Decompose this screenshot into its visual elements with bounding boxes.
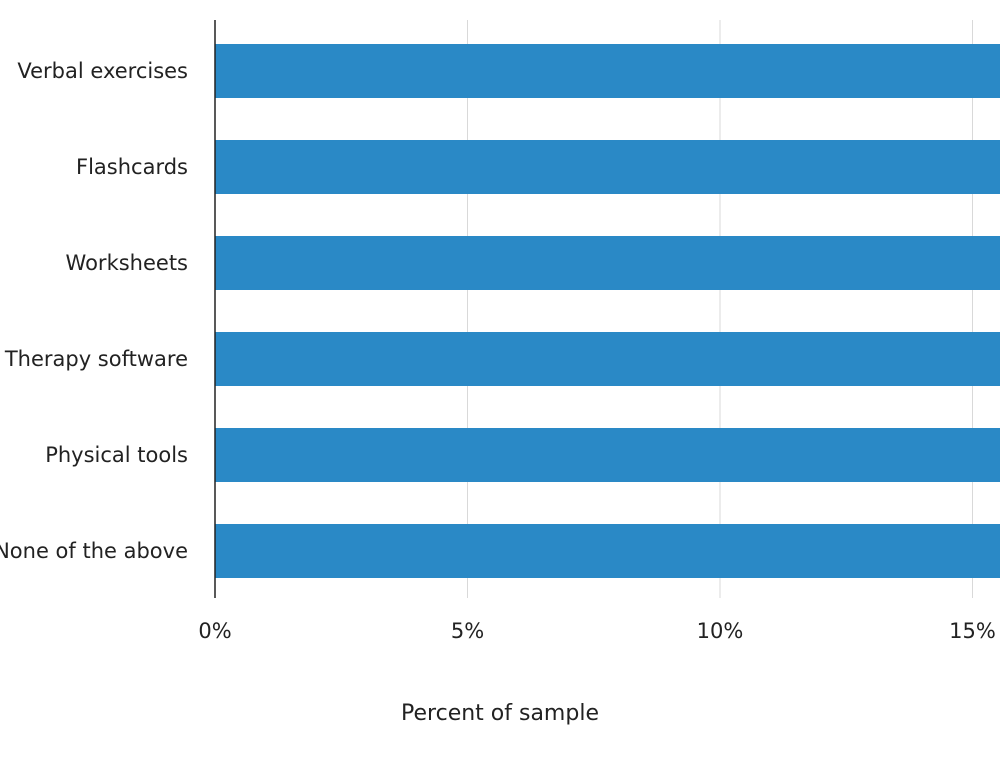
category-label: Flashcards: [76, 155, 188, 179]
bars: [215, 44, 1000, 578]
x-tick-label: 5%: [451, 619, 484, 643]
category-label: Physical tools: [45, 443, 188, 467]
bar: [215, 524, 1000, 578]
bar: [215, 44, 1000, 98]
gridlines: [467, 20, 973, 598]
category-labels: Verbal exercises Flashcards Worksheets Ther…: [0, 59, 188, 563]
category-label: None of the above: [0, 539, 188, 563]
x-tick-label: 15%: [949, 619, 996, 643]
category-label: Therapy software: [4, 347, 188, 371]
x-tick-labels: 0%5%10%15%20%25%30%: [198, 619, 996, 643]
bar: [215, 140, 1000, 194]
x-axis-title: Percent of sample: [401, 701, 599, 726]
x-tick-label: 0%: [198, 619, 231, 643]
category-label: Worksheets: [66, 251, 188, 275]
bar: [215, 236, 1000, 290]
category-label: Verbal exercises: [17, 59, 188, 83]
x-tick-label: 10%: [697, 619, 744, 643]
bar: [215, 428, 1000, 482]
bar: [215, 332, 1000, 386]
